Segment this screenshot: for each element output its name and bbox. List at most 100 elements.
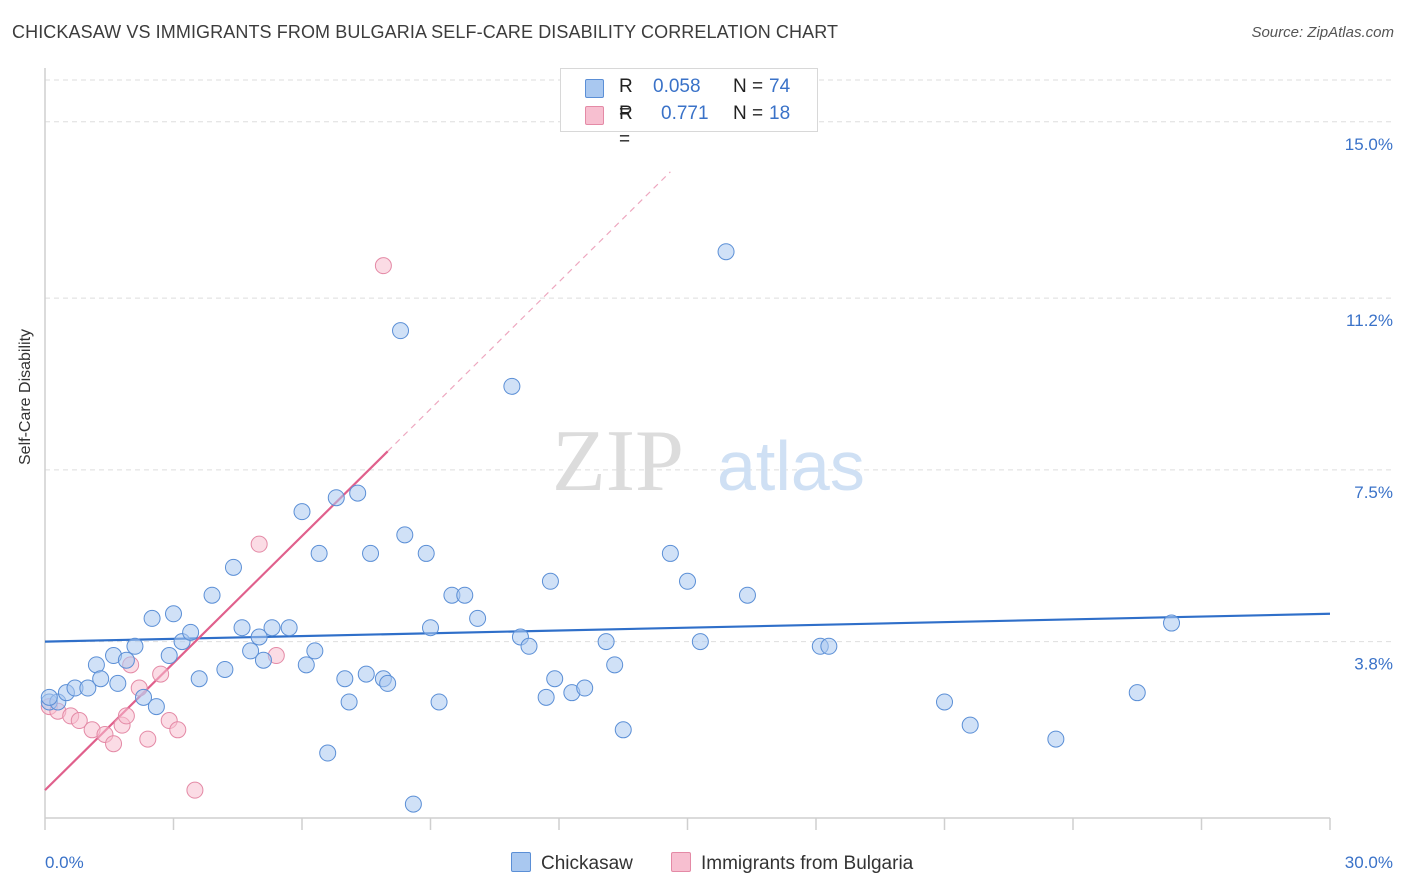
- watermark-zip: ZIP: [552, 413, 684, 510]
- watermark-atlas: atlas: [717, 427, 865, 505]
- legend-swatch-chickasaw: [585, 79, 604, 98]
- point-bulgaria: [152, 665, 170, 683]
- point-chickasaw: [182, 623, 200, 641]
- y-tick-label: 3.8%: [1354, 655, 1393, 674]
- legend-swatch-bulgaria: [671, 852, 691, 872]
- point-chickasaw: [738, 586, 756, 604]
- r-label: R =: [619, 103, 633, 150]
- point-chickasaw: [293, 503, 311, 521]
- x-tick-label-min: 0.0%: [45, 853, 84, 872]
- y-tick-label: 7.5%: [1354, 483, 1393, 502]
- point-chickasaw: [597, 633, 615, 651]
- legend-swatch-bulgaria: [585, 106, 604, 125]
- point-chickasaw: [306, 642, 324, 660]
- point-chickasaw: [392, 322, 410, 340]
- point-chickasaw: [679, 572, 696, 590]
- legend-item-bulgaria: Immigrants from Bulgaria: [671, 852, 913, 876]
- y-tick-label: 11.2%: [1346, 311, 1393, 330]
- series-legend: Chickasaw Immigrants from Bulgaria: [0, 850, 1406, 878]
- point-chickasaw: [606, 656, 624, 674]
- point-chickasaw: [224, 558, 242, 576]
- point-chickasaw: [280, 619, 298, 637]
- point-chickasaw: [79, 679, 97, 697]
- point-bulgaria: [186, 781, 204, 799]
- point-chickasaw: [216, 660, 234, 678]
- point-chickasaw: [717, 243, 735, 261]
- point-chickasaw: [614, 721, 632, 739]
- correlation-legend: R = 0.058 N = 74 R = 0.771 N = 18: [560, 68, 818, 150]
- point-chickasaw: [456, 586, 474, 604]
- point-chickasaw: [310, 544, 328, 562]
- point-chickasaw: [576, 679, 594, 697]
- point-chickasaw: [297, 656, 315, 674]
- grid-layer: [45, 79, 1395, 643]
- point-chickasaw: [546, 670, 564, 688]
- point-chickasaw: [40, 688, 58, 706]
- legend-label-chickasaw: Chickasaw: [541, 853, 633, 874]
- point-chickasaw: [327, 489, 345, 507]
- r-value: 0.058: [653, 76, 701, 97]
- point-chickasaw: [233, 619, 251, 637]
- point-bulgaria: [169, 721, 187, 739]
- point-chickasaw: [135, 688, 153, 706]
- point-bulgaria: [374, 257, 392, 275]
- n-label: N =: [733, 76, 764, 97]
- point-bulgaria: [139, 730, 157, 748]
- point-chickasaw: [661, 544, 679, 562]
- point-bulgaria: [117, 707, 135, 725]
- points-layer: [40, 243, 1181, 813]
- source-credit: Source: ZipAtlas.com: [1251, 24, 1394, 41]
- trend-line-bulgaria-extension: [387, 171, 671, 452]
- point-chickasaw: [417, 544, 435, 562]
- point-chickasaw: [160, 647, 178, 665]
- point-chickasaw: [936, 693, 953, 711]
- point-chickasaw: [319, 744, 337, 762]
- point-chickasaw: [349, 484, 367, 502]
- y-axis-label: Self-Care Disability: [17, 328, 34, 465]
- legend-label-bulgaria: Immigrants from Bulgaria: [701, 853, 914, 874]
- n-label: N =: [733, 103, 764, 124]
- point-chickasaw: [961, 716, 979, 734]
- point-bulgaria: [70, 712, 88, 730]
- point-chickasaw: [396, 526, 414, 544]
- legend-item-chickasaw: Chickasaw: [511, 852, 633, 876]
- point-chickasaw: [1163, 614, 1181, 632]
- point-chickasaw: [147, 698, 165, 716]
- point-chickasaw: [503, 377, 521, 395]
- point-chickasaw: [165, 605, 182, 623]
- point-bulgaria: [105, 735, 123, 753]
- point-chickasaw: [336, 670, 354, 688]
- n-value: 74: [769, 76, 791, 97]
- point-chickasaw: [242, 642, 260, 660]
- point-bulgaria: [250, 535, 268, 553]
- legend-swatch-chickasaw: [511, 852, 531, 872]
- point-chickasaw: [92, 670, 110, 688]
- point-chickasaw: [691, 633, 709, 651]
- chart-title: CHICKASAW VS IMMIGRANTS FROM BULGARIA SE…: [12, 22, 839, 42]
- point-chickasaw: [820, 637, 838, 655]
- point-chickasaw: [430, 693, 448, 711]
- point-chickasaw: [263, 619, 281, 637]
- point-chickasaw: [422, 619, 439, 637]
- point-chickasaw: [254, 651, 272, 669]
- axis-layer: [44, 68, 1331, 830]
- x-tick-label-max: 30.0%: [1345, 853, 1393, 872]
- point-chickasaw: [379, 674, 397, 692]
- point-chickasaw: [117, 651, 135, 669]
- point-chickasaw: [537, 688, 555, 706]
- point-chickasaw: [190, 670, 208, 688]
- point-chickasaw: [126, 637, 144, 655]
- r-value: 0.771: [661, 103, 709, 124]
- y-tick-label: 15.0%: [1345, 135, 1393, 154]
- n-value: 18: [769, 103, 791, 124]
- point-chickasaw: [340, 693, 358, 711]
- label-layer: 3.8% 7.5% 11.2% 15.0% 0.0% 30.0%: [45, 135, 1393, 872]
- r-label: R =: [619, 76, 633, 123]
- point-chickasaw: [203, 586, 221, 604]
- point-chickasaw: [357, 665, 375, 683]
- point-chickasaw: [143, 609, 161, 627]
- point-chickasaw: [362, 544, 380, 562]
- point-chickasaw: [250, 628, 268, 646]
- point-chickasaw: [1128, 684, 1146, 702]
